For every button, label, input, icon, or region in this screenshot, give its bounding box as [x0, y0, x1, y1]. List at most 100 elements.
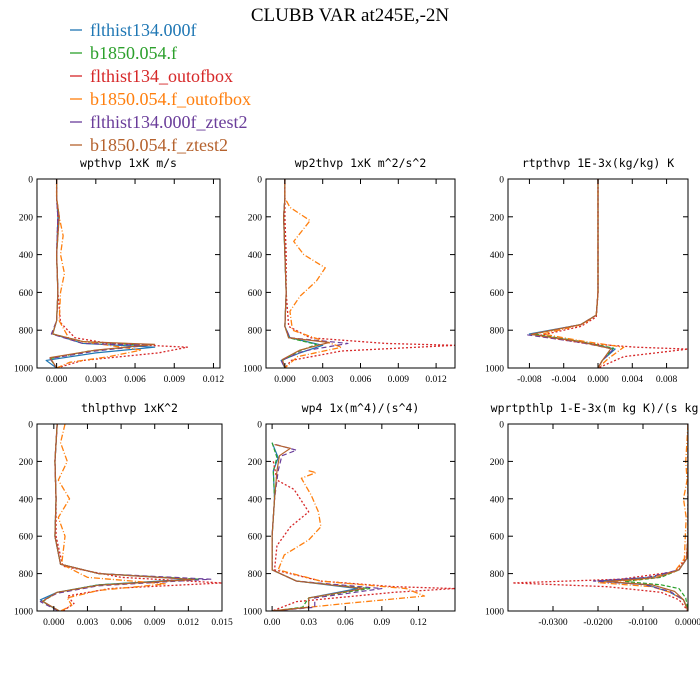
panel-3: rtpthvp 1E-3x(kg/kg) K 0 200 400 600 800 1000 -…: [485, 156, 689, 385]
series-group: [45, 179, 188, 368]
legend-item: flthist134.000f: [70, 20, 197, 40]
x-tick-label: 0.006: [110, 618, 132, 628]
series-line: [45, 179, 156, 368]
panel-2: wp2thvp 1xK m^2/s^2 0 200 400 600 800 1000 0.00…: [243, 156, 456, 385]
series-line: [284, 179, 343, 368]
y-tick-label: 0: [257, 176, 262, 186]
y-tick-label: 200: [19, 458, 34, 468]
panel-6: wprtpthlp 1-E-3x(m kg K)/(s kg) 0 200 400 60…: [485, 401, 700, 628]
series-line: [49, 179, 147, 368]
y-tick-label: 600: [248, 289, 263, 299]
y-tick-label: 800: [490, 327, 505, 337]
legend-item: flthist134.000f_ztest2: [70, 112, 247, 132]
y-tick-label: 0: [499, 421, 504, 431]
legend-label: b1850.054.f_ztest2: [90, 135, 228, 155]
y-tick-label: 1000: [485, 608, 504, 618]
x-tick-label: -0.004: [551, 375, 576, 385]
y-tick-label: 200: [490, 458, 505, 468]
y-tick-label: 800: [490, 570, 505, 580]
x-tick-label: 0.003: [85, 375, 107, 385]
x-tick-label: 0.12: [410, 618, 427, 628]
y-tick-label: 400: [248, 495, 263, 505]
x-tick-label: 0.009: [144, 618, 166, 628]
x-tick-label: 0.003: [312, 375, 334, 385]
plot-frame: [36, 423, 223, 612]
series-line: [271, 443, 383, 611]
x-tick-label: 0.012: [425, 375, 447, 385]
series-line: [606, 424, 688, 611]
x-tick-label: 0.03: [300, 618, 317, 628]
y-tick-label: 400: [490, 251, 505, 261]
y-tick-label: 1000: [243, 608, 262, 618]
y-tick-label: 200: [490, 213, 505, 223]
series-line: [530, 179, 612, 368]
series-line: [280, 179, 349, 368]
x-tick-label: 0.0000: [675, 618, 700, 628]
y-tick-label: 0: [28, 421, 33, 431]
series-line: [281, 179, 330, 368]
y-tick-label: 600: [19, 289, 34, 299]
y-tick-label: 0: [257, 421, 262, 431]
figure-title: CLUBB VAR at245E,-2N: [251, 5, 450, 26]
x-tick-label: 0.09: [374, 618, 391, 628]
legend-item: b1850.054.f: [70, 43, 177, 63]
panel-title: wprtpthlp 1-E-3x(m kg K)/(s kg): [491, 401, 700, 415]
series-group: [280, 179, 455, 368]
y-tick-label: 800: [248, 327, 263, 337]
y-tick-label: 400: [19, 251, 34, 261]
x-tick-label: 0.000: [43, 618, 65, 628]
y-tick-label: 1000: [14, 608, 33, 618]
series-line: [57, 424, 167, 611]
y-tick-label: 800: [19, 327, 34, 337]
x-tick-label: 0.009: [164, 375, 186, 385]
y-tick-label: 1000: [485, 365, 504, 375]
series-line: [271, 443, 365, 611]
series-line: [271, 461, 455, 611]
x-tick-label: 0.008: [656, 375, 678, 385]
x-tick-label: 0.00: [264, 618, 281, 628]
legend-label: b1850.054.f: [90, 43, 177, 63]
x-tick-label: 0.004: [622, 375, 644, 385]
panel-title: rtpthvp 1E-3x(kg/kg) K: [522, 156, 674, 170]
panel-title: wp4 1x(m^4)/(s^4): [302, 401, 420, 415]
y-tick-label: 200: [248, 213, 263, 223]
y-tick-label: 400: [490, 495, 505, 505]
series-line: [49, 179, 149, 368]
x-tick-label: 0.006: [350, 375, 372, 385]
legend-label: flthist134.000f: [90, 20, 197, 40]
x-tick-label: -0.0300: [538, 618, 568, 628]
y-tick-label: 600: [490, 289, 505, 299]
series-line: [49, 179, 156, 368]
panel-title: thlpthvp 1xK^2: [81, 401, 178, 415]
y-tick-label: 800: [19, 570, 34, 580]
panel-1: wpthvp 1xK m/s 0 200 400 600 800 1000 0.000 0.00…: [14, 156, 224, 385]
y-tick-label: 600: [490, 533, 505, 543]
x-tick-label: 0.009: [388, 375, 410, 385]
plot-frame: [507, 423, 689, 612]
plot-frame: [36, 178, 221, 369]
legend-label: flthist134_outofbox: [90, 66, 233, 86]
plot-frame: [265, 423, 456, 612]
series-line: [511, 424, 688, 611]
legend-label: b1850.054.f_outofbox: [90, 89, 251, 109]
series-group: [511, 424, 688, 611]
y-tick-label: 600: [248, 533, 263, 543]
series-line: [42, 424, 195, 611]
x-tick-label: 0.012: [178, 618, 200, 628]
series-line: [272, 470, 426, 611]
panel-title: wpthvp 1xK m/s: [80, 156, 177, 170]
legend-item: b1850.054.f_ztest2: [70, 135, 228, 155]
x-tick-label: 0.000: [587, 375, 609, 385]
legend: flthist134.000f b1850.054.f flthist134_out…: [70, 20, 251, 155]
x-tick-label: 0.000: [46, 375, 68, 385]
series-line: [271, 442, 371, 611]
y-tick-label: 0: [499, 176, 504, 186]
y-tick-label: 1000: [14, 365, 33, 375]
y-tick-label: 600: [19, 533, 34, 543]
series-group: [527, 179, 688, 368]
y-tick-label: 1000: [243, 365, 262, 375]
x-tick-label: 0.006: [124, 375, 146, 385]
panel-title: wp2thvp 1xK m^2/s^2: [295, 156, 427, 170]
